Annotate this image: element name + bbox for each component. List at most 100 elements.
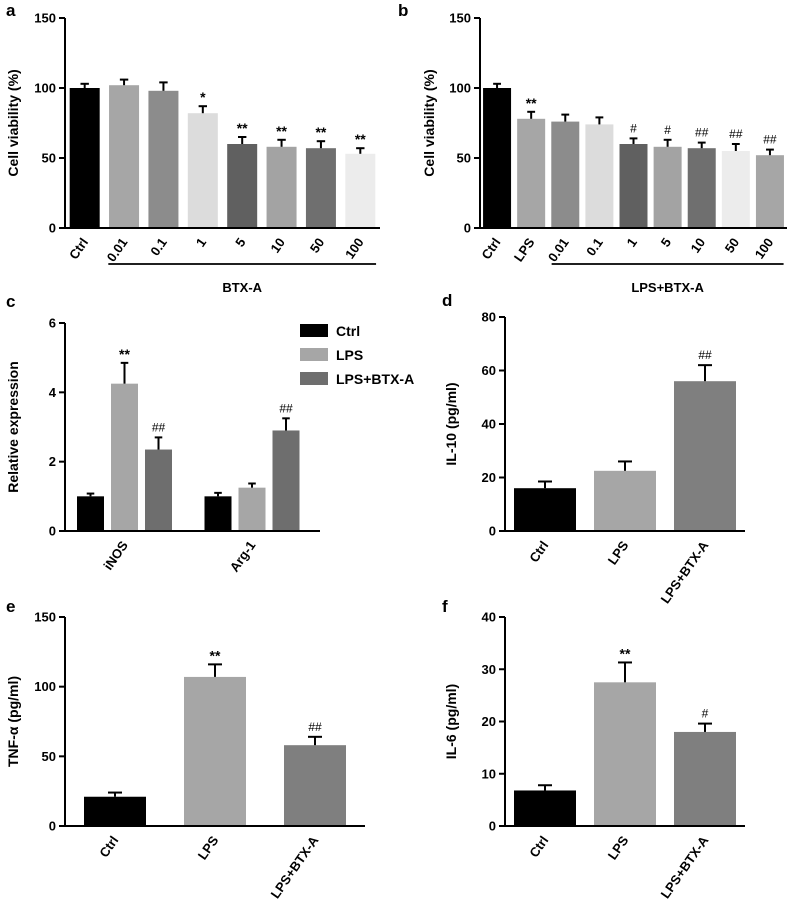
bar xyxy=(305,148,336,228)
bar xyxy=(755,155,784,228)
y-tick-label: 40 xyxy=(482,610,496,625)
x-tick-label: LPS+BTX-A xyxy=(658,538,712,607)
x-tick-label: LPS xyxy=(195,833,222,863)
x-tick-label: Ctrl xyxy=(478,235,503,262)
bar xyxy=(653,146,682,228)
y-tick-label: 0 xyxy=(49,819,56,834)
bar xyxy=(594,682,656,826)
x-tick-label: 5 xyxy=(232,235,248,250)
legend-swatch xyxy=(300,324,328,337)
group-label: LPS+BTX-A xyxy=(631,280,704,295)
significance-label: ## xyxy=(763,133,777,147)
bar xyxy=(238,487,266,531)
significance-label: ** xyxy=(237,120,248,136)
bar xyxy=(674,381,736,531)
chart-panel-c: ** ## iNOS ## Arg-1 Ctrl LPS LPS+BTX-A 0 2 4 6 Relat… xyxy=(5,292,414,575)
significance-label: ** xyxy=(119,346,130,362)
bar xyxy=(345,153,376,228)
bar xyxy=(272,430,300,531)
x-tick-label: Ctrl xyxy=(66,235,91,262)
bar xyxy=(184,676,246,826)
x-tick-label: LPS xyxy=(511,235,538,265)
chart-panel-e: Ctrl ** LPS ## LPS+BTX-A 0 50 100 150 TNF-α (pg/m… xyxy=(5,597,365,901)
significance-label: ## xyxy=(279,401,293,415)
x-tick-label: 50 xyxy=(722,235,743,255)
y-tick-label: 30 xyxy=(482,662,496,677)
significance-label: ## xyxy=(729,127,743,141)
chart-panel-b: Ctrl ** LPS 0.01 0.1 #1 #5 ## 10 ## 50 ## 100 LPS+BTX… xyxy=(398,1,787,295)
x-tick-label: LPS+BTX-A xyxy=(268,833,322,902)
x-tick-label: LPS+BTX-A xyxy=(658,833,712,902)
y-tick-label: 100 xyxy=(34,679,56,694)
x-tick-label: 50 xyxy=(307,235,328,255)
y-tick-label: 50 xyxy=(42,151,56,166)
y-tick-label: 100 xyxy=(34,81,56,96)
x-tick-label: 0.1 xyxy=(147,235,170,258)
legend-label: LPS xyxy=(336,347,363,363)
y-tick-label: 0 xyxy=(464,221,471,236)
bar xyxy=(204,496,232,531)
bar xyxy=(483,88,512,228)
y-tick-label: 0 xyxy=(489,819,496,834)
y-axis-label: IL-6 (pg/ml) xyxy=(443,684,459,759)
legend-label: LPS+BTX-A xyxy=(336,371,414,387)
significance-label: ** xyxy=(315,124,326,140)
y-tick-label: 150 xyxy=(34,11,56,26)
panel-letter: a xyxy=(6,1,16,20)
significance-label: ** xyxy=(210,647,221,663)
legend-swatch xyxy=(300,348,328,361)
bar xyxy=(514,488,576,531)
legend-label: Ctrl xyxy=(336,323,360,339)
x-tick-label: Ctrl xyxy=(526,833,551,860)
y-tick-label: 50 xyxy=(42,749,56,764)
y-tick-label: 50 xyxy=(457,151,471,166)
bar xyxy=(585,124,614,228)
bar xyxy=(721,151,750,228)
x-tick-label: Arg-1 xyxy=(227,538,259,574)
y-tick-label: 100 xyxy=(449,81,471,96)
x-tick-label: 0.01 xyxy=(545,235,572,264)
significance-label: ## xyxy=(695,126,709,140)
y-tick-label: 150 xyxy=(449,11,471,26)
bar xyxy=(551,121,580,228)
panel-letter: e xyxy=(6,597,15,616)
significance-label: ## xyxy=(698,348,712,362)
x-tick-label: Ctrl xyxy=(526,538,551,565)
y-tick-label: 150 xyxy=(34,610,56,625)
x-tick-label: 100 xyxy=(752,235,777,261)
significance-label: ** xyxy=(276,123,287,139)
x-tick-label: 100 xyxy=(342,235,367,261)
y-tick-label: 2 xyxy=(49,454,56,469)
y-tick-label: 60 xyxy=(482,363,496,378)
chart-panel-f: Ctrl ** LPS # LPS+BTX-A 0 10 20 30 40 IL-6 (pg/ml)… xyxy=(442,597,745,901)
bar xyxy=(594,470,656,531)
y-tick-label: 6 xyxy=(49,316,56,331)
bar xyxy=(619,144,648,228)
y-axis-label: Relative expression xyxy=(5,361,21,493)
significance-label: # xyxy=(702,707,709,721)
x-tick-label: 0.01 xyxy=(104,235,131,264)
y-tick-label: 0 xyxy=(489,524,496,539)
x-tick-label: 1 xyxy=(624,235,640,250)
significance-label: ## xyxy=(152,420,166,434)
bar xyxy=(227,144,258,228)
legend-swatch xyxy=(300,372,328,385)
chart-panel-a: Ctrl 0.01 0.1 * 1 ** 5 ** 10 ** 50 ** 100 BTX-A 0 50 100… xyxy=(5,1,380,295)
bar xyxy=(687,148,716,228)
significance-label: # xyxy=(664,123,671,137)
x-tick-label: 1 xyxy=(193,235,209,250)
x-tick-label: 10 xyxy=(267,235,288,255)
bar xyxy=(109,85,140,228)
bar xyxy=(111,383,138,531)
group-label: BTX-A xyxy=(222,280,262,295)
chart-panel-d: Ctrl LPS ## LPS+BTX-A 0 20 40 60 80 IL-10 (pg/ml)… xyxy=(442,291,745,606)
y-tick-label: 20 xyxy=(482,714,496,729)
y-tick-label: 0 xyxy=(49,221,56,236)
bar xyxy=(674,731,736,826)
bar xyxy=(284,745,346,826)
y-axis-label: TNF-α (pg/ml) xyxy=(5,676,21,767)
panel-letter: f xyxy=(442,597,448,616)
legend: Ctrl LPS LPS+BTX-A xyxy=(300,323,414,387)
x-tick-label: 5 xyxy=(658,235,674,250)
